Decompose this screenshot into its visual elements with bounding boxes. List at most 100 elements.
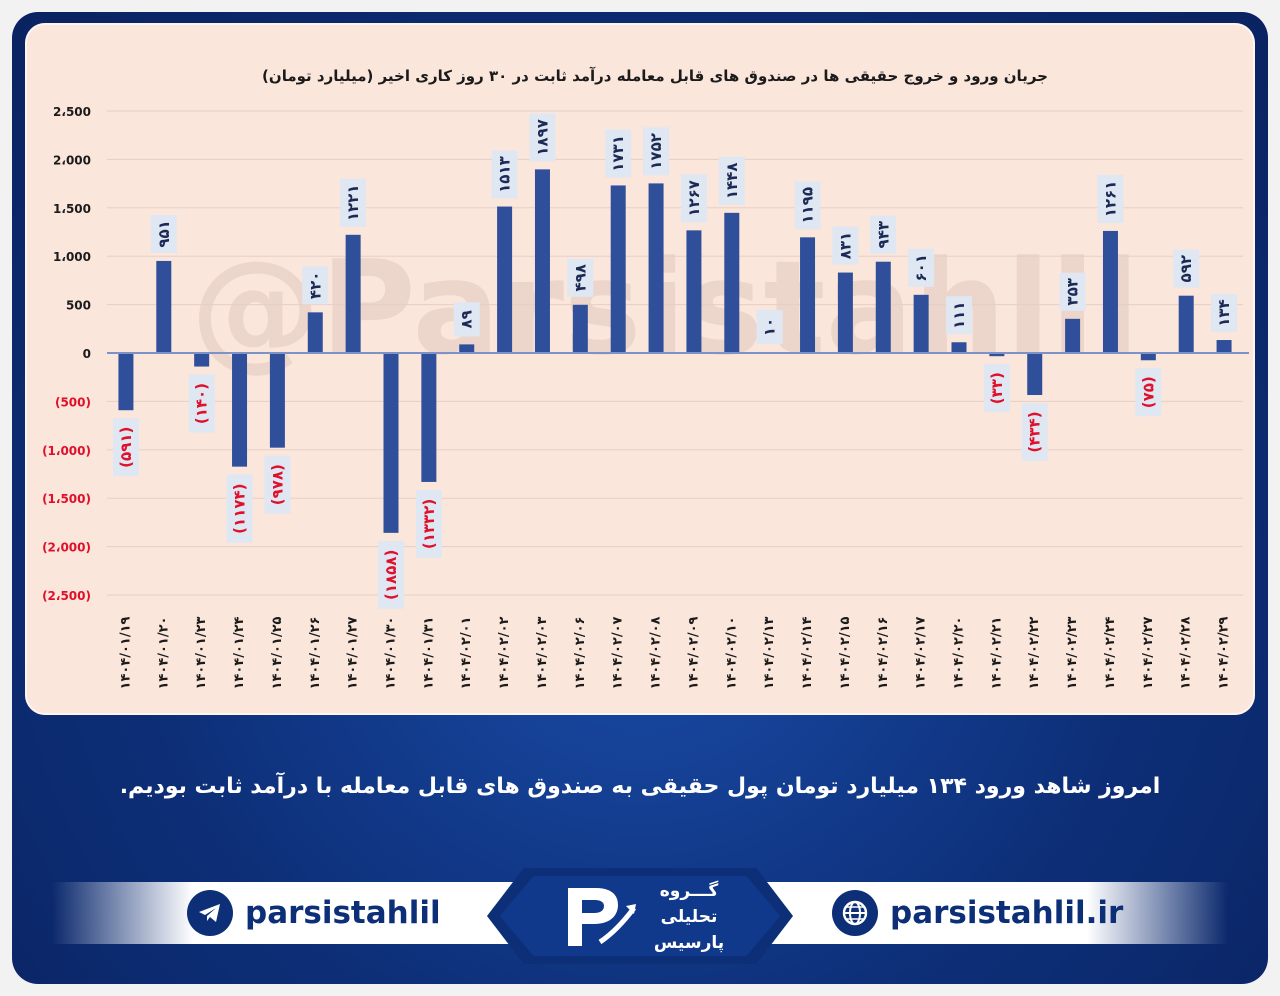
chart-title: جریان ورود و خروج حقیقی ها در صندوق های … xyxy=(262,67,1048,85)
y-tick-label: (1،000) xyxy=(42,444,91,458)
bar xyxy=(156,260,172,353)
value-label-box xyxy=(529,113,556,162)
value-label: ۱۱۹۵ xyxy=(799,187,817,224)
value-label: ۱۱۱ xyxy=(950,302,968,329)
value-label: (۳۳) xyxy=(988,372,1006,404)
value-label-box xyxy=(983,364,1010,413)
bar xyxy=(421,353,437,482)
watermark: @Parsistahlil xyxy=(190,232,1139,384)
telegram-icon xyxy=(187,890,233,936)
x-tick-label: ۱۴۰۴/۰۱/۳۰ xyxy=(384,617,399,690)
brand-badge-inner xyxy=(500,876,780,956)
value-label: ۸۳۱ xyxy=(836,232,854,259)
y-tick-label: 1،500 xyxy=(53,202,91,216)
y-tick-label: (2،000) xyxy=(42,541,91,555)
globe-icon xyxy=(832,890,878,936)
brand-line-2: تحلیلی xyxy=(660,907,718,927)
x-tick-label: ۱۴۰۴/۰۲/۲۹ xyxy=(1217,616,1232,689)
value-label-box xyxy=(150,214,177,253)
value-label-box xyxy=(1021,403,1048,462)
value-label: ۱۲۶۱ xyxy=(1101,181,1119,218)
bar xyxy=(1216,340,1232,353)
bar xyxy=(497,206,513,353)
x-tick-label: ۱۴۰۴/۰۲/۱۳ xyxy=(762,616,777,689)
bar xyxy=(534,169,550,353)
value-label-box xyxy=(1059,272,1086,311)
value-label-box xyxy=(1135,368,1162,417)
x-tick-label: ۱۴۰۴/۰۲/۰۳ xyxy=(535,616,550,689)
website-link[interactable]: parsistahlil.ir xyxy=(832,886,1123,940)
y-tick-label: (2،500) xyxy=(42,589,91,603)
x-tick-label: ۱۴۰۴/۰۲/۱۷ xyxy=(914,616,929,689)
value-label-box xyxy=(870,215,897,254)
bar xyxy=(118,353,134,411)
value-label: ۴۹۸ xyxy=(571,264,589,291)
value-label-box xyxy=(491,150,518,199)
bar xyxy=(648,183,664,353)
value-label-box xyxy=(756,310,783,345)
value-label-box xyxy=(1173,249,1200,288)
bar xyxy=(989,353,1005,357)
y-tick-label: 1،000 xyxy=(53,250,91,264)
x-tick-label: ۱۴۰۴/۰۲/۱۴ xyxy=(800,616,815,689)
x-tick-label: ۱۴۰۴/۰۲/۲۴ xyxy=(1103,616,1118,689)
value-label-box xyxy=(567,258,594,297)
x-tick-label: ۱۴۰۴/۰۱/۱۹ xyxy=(118,616,133,689)
x-tick-label: ۱۴۰۴/۰۲/۲۲ xyxy=(1027,616,1042,689)
chart-panel: @Parsistahlil جریان ورود و خروج حقیقی ها… xyxy=(25,23,1255,715)
y-tick-label: 2،000 xyxy=(53,153,91,167)
bar xyxy=(1140,353,1156,361)
bar xyxy=(724,212,740,353)
brand-name: گـــروه تحلیلی پارسیس xyxy=(634,878,744,956)
x-tick-label: ۱۴۰۴/۰۲/۲۸ xyxy=(1179,616,1194,689)
bar xyxy=(345,234,361,353)
y-tick-label: (1،500) xyxy=(42,492,91,506)
value-label-box xyxy=(643,127,670,176)
value-label: ۵۹۲ xyxy=(1177,255,1195,282)
bar-chart: @Parsistahlil جریان ورود و خروج حقیقی ها… xyxy=(42,67,1249,690)
value-label-box xyxy=(908,248,935,287)
parsis-logo xyxy=(568,888,636,946)
y-tick-label: 500 xyxy=(66,299,91,313)
value-label: ۹۴۳ xyxy=(874,221,892,248)
value-label: (۵۹۱) xyxy=(117,427,135,468)
value-label-box xyxy=(112,418,139,477)
value-label-box xyxy=(188,374,215,433)
telegram-link[interactable]: parsistahlil xyxy=(187,886,441,940)
value-label-box xyxy=(415,489,442,558)
telegram-handle: parsistahlil xyxy=(245,895,441,931)
x-tick-label: ۱۴۰۴/۰۲/۰۷ xyxy=(611,616,626,689)
x-tick-label: ۱۴۰۴/۰۱/۲۵ xyxy=(270,616,285,689)
brand-line-3: پارسیس xyxy=(653,933,725,953)
x-tick-label: ۱۴۰۴/۰۱/۲۴ xyxy=(232,616,247,689)
bar xyxy=(837,272,853,353)
value-label-box xyxy=(946,296,972,335)
x-tick-label: ۱۴۰۴/۰۲/۰۸ xyxy=(649,616,664,689)
y-tick-label: (500) xyxy=(55,395,91,409)
value-label: ۶۰۱ xyxy=(912,254,930,281)
value-label-box xyxy=(832,226,859,265)
x-tick-label: ۱۴۰۴/۰۲/۱۰ xyxy=(724,617,739,690)
value-label-box xyxy=(302,266,329,305)
x-tick-label: ۱۴۰۴/۰۲/۲۱ xyxy=(989,617,1004,690)
value-label: ۱۷۳۱ xyxy=(609,135,627,172)
value-label: (۱۸۵۸) xyxy=(382,550,400,600)
x-tick-label: ۱۴۰۴/۰۲/۰۶ xyxy=(573,617,588,690)
bar xyxy=(459,344,475,353)
brand-line-1: گـــروه xyxy=(659,881,719,901)
x-tick-label: ۱۴۰۴/۰۲/۲۰ xyxy=(952,617,967,690)
bar xyxy=(913,294,929,353)
bar xyxy=(572,304,588,353)
bar xyxy=(951,342,967,353)
value-label-box xyxy=(264,455,291,514)
x-tick-label: ۱۴۰۴/۰۲/۲۷ xyxy=(1141,616,1156,689)
bar xyxy=(1027,353,1043,396)
value-label: ۹۵۱ xyxy=(155,220,173,247)
bar xyxy=(307,312,323,353)
x-tick-label: ۱۴۰۴/۰۱/۲۳ xyxy=(194,616,209,689)
x-tick-label: ۱۴۰۴/۰۲/۱۶ xyxy=(876,617,891,690)
summary-caption: امروز شاهد ورود ۱۳۴ میلیارد تومان پول حق… xyxy=(119,774,1161,799)
bar xyxy=(1178,295,1194,353)
x-tick-label: ۱۴۰۴/۰۲/۰۲ xyxy=(497,616,512,689)
value-label: ۱۵۱۳ xyxy=(496,156,514,193)
